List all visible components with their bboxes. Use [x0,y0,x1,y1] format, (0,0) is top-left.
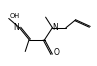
Text: N: N [52,23,58,32]
Text: OH: OH [10,13,20,19]
Text: O: O [53,48,59,57]
Text: N: N [14,23,19,32]
